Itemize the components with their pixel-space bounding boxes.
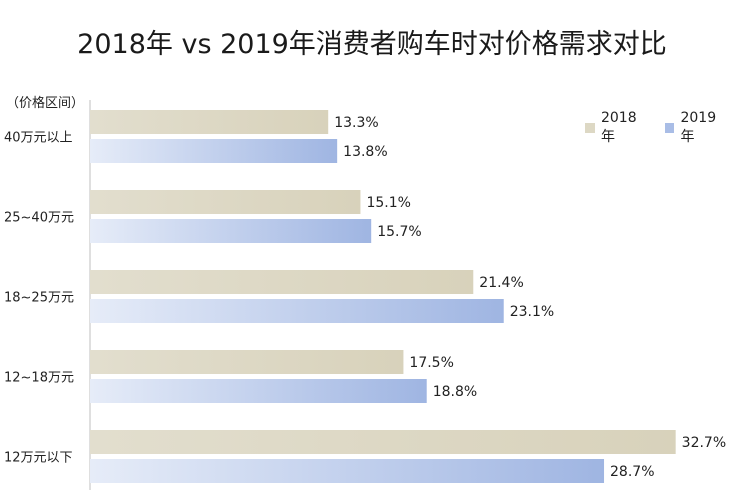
data-label-2018: 15.1% <box>366 195 410 211</box>
category-label: 40万元以上 <box>4 131 73 146</box>
legend: 2018年 2019年 <box>585 110 744 146</box>
unit-label: （价格区间） <box>6 96 85 111</box>
bar-2019 <box>90 459 605 483</box>
legend-label-2018: 2018年 <box>600 110 637 145</box>
legend-item-2018: 2018年 <box>585 110 651 146</box>
legend-label-2019: 2019年 <box>680 110 717 145</box>
data-label-2018: 13.3% <box>334 115 378 131</box>
chart-title: 2018年 vs 2019年消费者购车时对价格需求对比 <box>77 29 667 60</box>
bar-2018 <box>90 190 361 214</box>
category-label: 12万元以下 <box>4 451 73 466</box>
data-label-2018: 21.4% <box>479 275 523 291</box>
legend-item-2019: 2019年 <box>664 110 731 146</box>
data-label-2019: 28.7% <box>610 464 654 480</box>
data-label-2019: 15.7% <box>377 224 421 240</box>
data-label-2018: 17.5% <box>409 355 453 371</box>
data-label-2019: 18.8% <box>433 384 477 400</box>
bar-2019 <box>90 219 372 243</box>
bar-2019 <box>90 299 504 323</box>
bar-2018 <box>90 110 329 134</box>
bar-2019 <box>90 379 427 403</box>
data-label-2018: 32.7% <box>682 435 726 451</box>
category-label: 12~18万元 <box>4 371 74 386</box>
legend-swatch-2019 <box>664 123 675 133</box>
bar-2018 <box>90 350 404 374</box>
category-label: 18~25万元 <box>4 291 74 306</box>
bar-2019 <box>90 139 338 163</box>
data-label-2019: 23.1% <box>510 304 554 320</box>
bar-2018 <box>90 270 474 294</box>
data-label-2019: 13.8% <box>343 144 387 160</box>
legend-swatch-2018 <box>585 123 595 133</box>
bar-2018 <box>90 430 676 454</box>
category-label: 25~40万元 <box>4 211 74 226</box>
